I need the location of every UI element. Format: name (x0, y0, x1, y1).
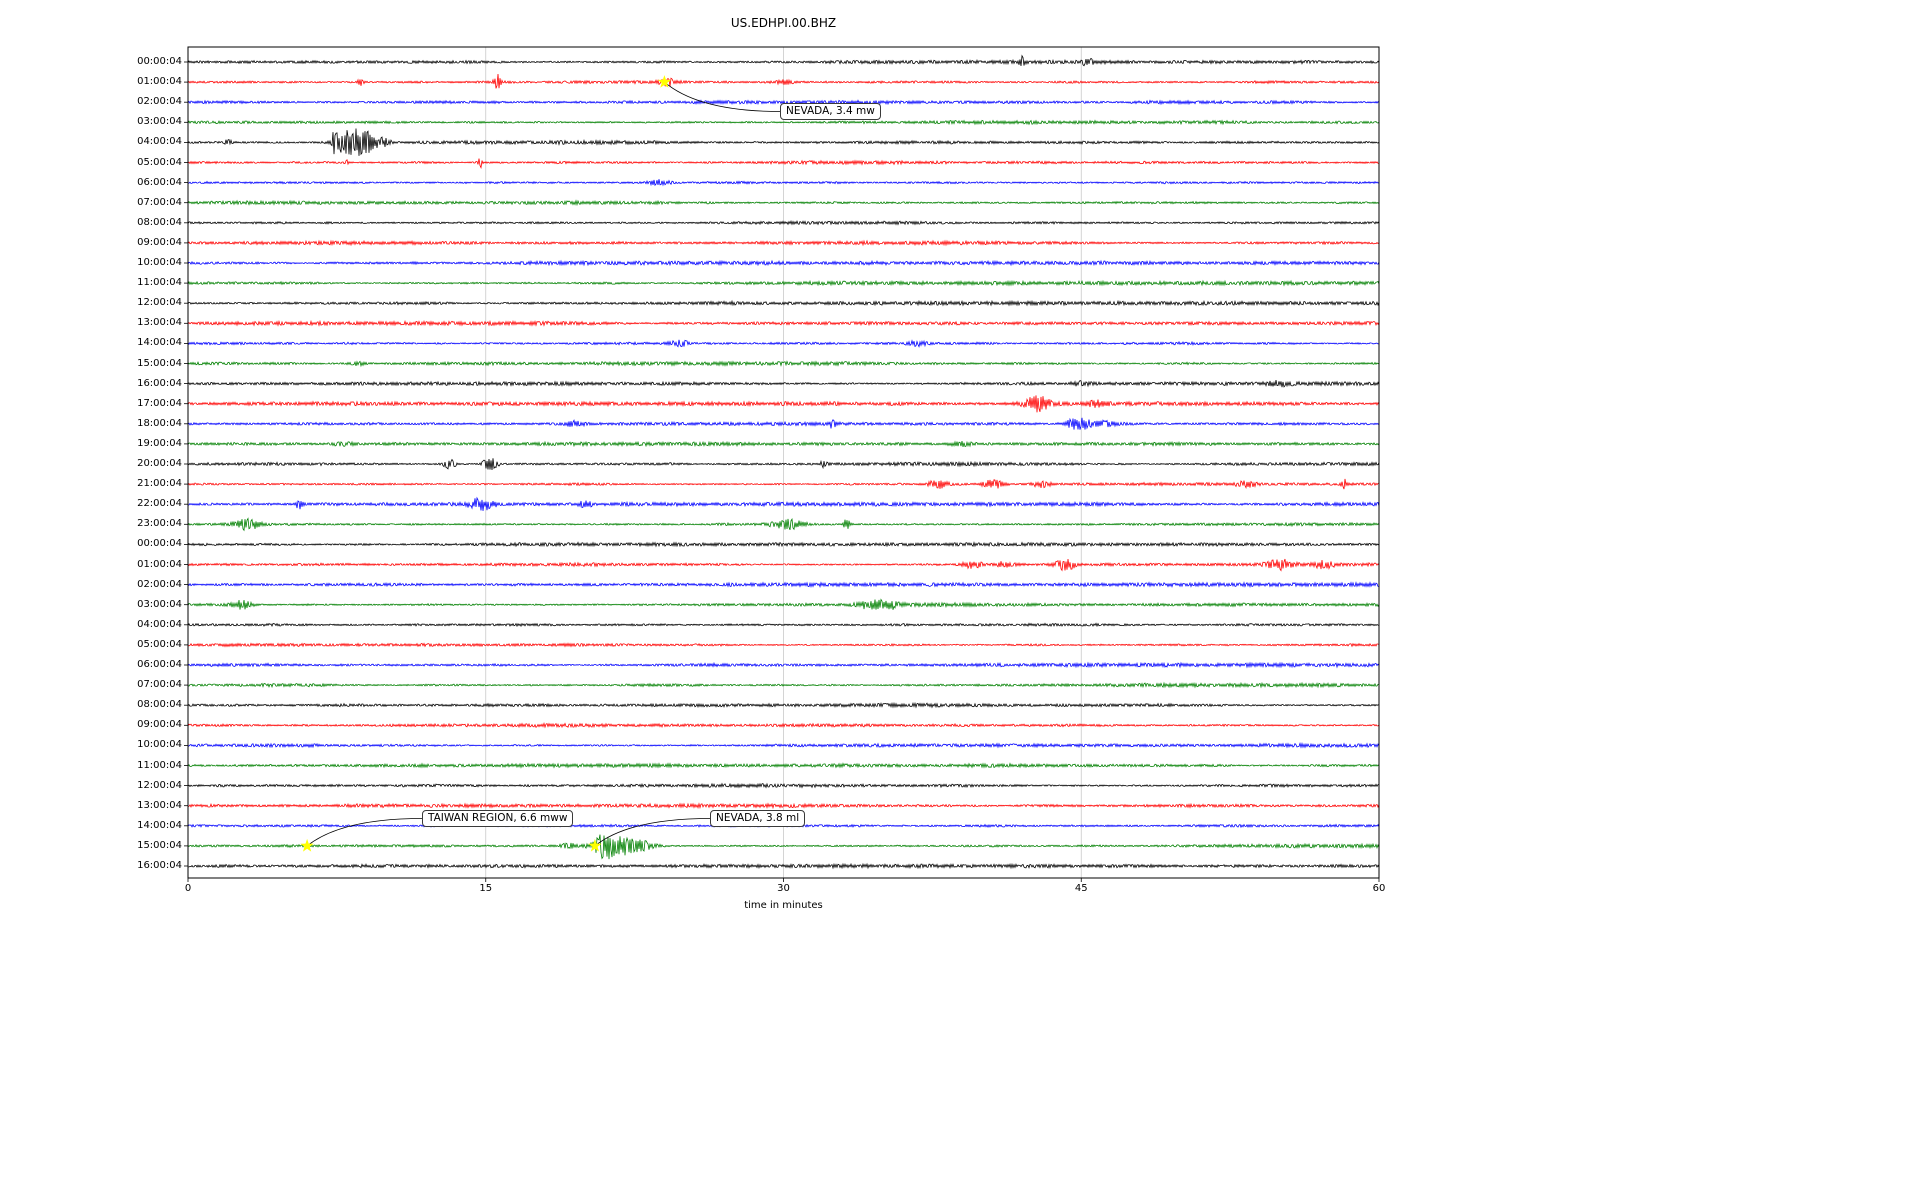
seismogram-trace-07-00-04-31 (187, 681, 1380, 689)
seismogram-trace-16-00-04-16 (187, 380, 1380, 388)
y-tick-label: 17:00:04 (137, 397, 182, 409)
seismogram-trace-13-00-04-13 (187, 319, 1380, 327)
seismogram-trace-00-00-04-24 (187, 541, 1380, 548)
y-tick-label: 00:00:04 (137, 538, 182, 550)
seismogram-trace-18-00-04-18 (187, 417, 1380, 430)
y-tick-label: 03:00:04 (137, 598, 182, 610)
y-tick-label: 14:00:04 (137, 337, 182, 349)
seismogram-trace-09-00-04-33 (187, 721, 1380, 729)
y-tick-label: 12:00:04 (137, 297, 182, 309)
event-star-icon (300, 838, 314, 852)
y-tick-label: 06:00:04 (137, 659, 182, 670)
y-tick-label: 11:00:04 (137, 759, 182, 771)
y-tick-label: 01:00:04 (137, 76, 182, 88)
seismogram-trace-11-00-04-35 (187, 762, 1380, 769)
seismogram-trace-12-00-04-12 (187, 299, 1380, 307)
seismogram-trace-02-00-04-26 (187, 581, 1379, 588)
annotation-label-nevada-3-8-ml: NEVADA, 3.8 ml (710, 810, 806, 827)
y-tick-label: 13:00:04 (137, 799, 182, 811)
y-tick-label: 09:00:04 (137, 236, 182, 248)
annotation-leader-line (664, 81, 781, 112)
x-tick-label: 30 (777, 883, 790, 894)
seismogram-trace-01-00-04-1 (187, 73, 1380, 89)
y-tick-label: 16:00:04 (137, 860, 182, 871)
seismogram-trace-08-00-04-32 (187, 701, 1380, 709)
seismogram-trace-15-00-04-15 (187, 360, 1380, 368)
y-tick-label: 01:00:04 (137, 558, 182, 570)
seismogram-trace-15-00-04-39 (187, 834, 1380, 860)
seismogram-trace-01-00-04-25 (187, 558, 1380, 572)
y-tick-label: 02:00:04 (137, 96, 182, 108)
y-tick-label: 03:00:04 (137, 116, 182, 128)
y-tick-label: 10:00:04 (137, 257, 182, 268)
y-tick-label: 14:00:04 (137, 819, 182, 831)
seismogram-trace-14-00-04-14 (187, 339, 1380, 348)
seismogram-trace-16-00-04-40 (187, 862, 1380, 870)
x-tick-label: 60 (1372, 883, 1386, 894)
seismogram-trace-12-00-04-36 (187, 782, 1379, 789)
y-tick-label: 05:00:04 (137, 156, 182, 168)
y-tick-label: 02:00:04 (137, 578, 182, 590)
y-tick-label: 19:00:04 (137, 437, 182, 449)
seismogram-trace-04-00-04-28 (187, 622, 1380, 628)
seismogram-trace-10-00-04-34 (187, 741, 1380, 749)
seismogram-trace-19-00-04-19 (187, 440, 1380, 448)
y-tick-label: 16:00:04 (137, 377, 182, 389)
y-tick-label: 00:00:04 (137, 56, 182, 67)
y-tick-label: 15:00:04 (137, 357, 182, 369)
y-tick-label: 09:00:04 (137, 719, 182, 731)
y-tick-label: 04:00:04 (137, 618, 182, 630)
x-axis-label: time in minutes (744, 900, 823, 911)
seismogram-trace-22-00-04-22 (187, 496, 1380, 511)
seismogram-trace-02-00-04-2 (187, 99, 1380, 106)
y-tick-label: 08:00:04 (137, 216, 182, 228)
seismogram-trace-11-00-04-11 (187, 279, 1380, 287)
y-tick-label: 20:00:04 (137, 458, 182, 469)
y-tick-label: 22:00:04 (137, 498, 182, 510)
y-tick-label: 13:00:04 (137, 317, 182, 329)
seismogram-trace-10-00-04-10 (187, 259, 1380, 267)
annotation-leader-line (594, 818, 711, 847)
y-tick-label: 07:00:04 (137, 679, 182, 691)
seismogram-trace-17-00-04-17 (187, 395, 1380, 413)
seismogram-trace-03-00-04-3 (187, 119, 1380, 126)
annotation-leader-line (306, 818, 423, 847)
y-tick-label: 15:00:04 (137, 839, 182, 851)
annotation-label-taiwan-region-6-6-mww: TAIWAN REGION, 6.6 mww (422, 810, 574, 827)
seismogram-trace-07-00-04-7 (187, 199, 1380, 207)
seismogram-trace-06-00-04-6 (187, 179, 1380, 187)
x-tick-label: 45 (1074, 883, 1088, 894)
x-tick-label: 15 (479, 883, 493, 894)
y-tick-label: 04:00:04 (137, 136, 182, 148)
seismogram-trace-05-00-04-29 (187, 642, 1380, 648)
event-star-icon (657, 75, 672, 88)
y-tick-label: 18:00:04 (137, 417, 182, 429)
y-tick-label: 05:00:04 (137, 638, 182, 650)
seismogram-trace-23-00-04-23 (187, 517, 1380, 532)
seismogram-trace-13-00-04-37 (187, 802, 1380, 810)
y-tick-label: 10:00:04 (137, 739, 182, 751)
y-tick-label: 21:00:04 (137, 478, 182, 490)
seismogram-trace-09-00-04-9 (187, 239, 1380, 247)
seismogram-trace-21-00-04-21 (187, 478, 1380, 490)
y-tick-label: 11:00:04 (137, 277, 182, 289)
y-tick-label: 07:00:04 (137, 196, 182, 208)
seismogram-trace-08-00-04-8 (187, 220, 1380, 226)
seismogram-trace-03-00-04-27 (187, 598, 1380, 610)
seismogram-trace-20-00-04-20 (187, 458, 1380, 471)
seismogram-trace-04-00-04-4 (187, 128, 1380, 156)
seismogram-trace-05-00-04-5 (187, 158, 1380, 169)
y-tick-label: 06:00:04 (137, 176, 182, 188)
plot-title: US.EDHPI.00.BHZ (730, 16, 837, 30)
seismogram-trace-00-00-04-0 (187, 54, 1380, 67)
y-tick-label: 08:00:04 (137, 699, 182, 711)
y-tick-label: 12:00:04 (137, 779, 182, 791)
y-tick-label: 23:00:04 (137, 518, 182, 530)
x-tick-label: 0 (184, 883, 192, 894)
annotation-label-nevada-3-4-mw: NEVADA, 3.4 mw (780, 103, 881, 120)
event-star-icon (588, 838, 602, 852)
seismogram-trace-06-00-04-30 (187, 661, 1380, 669)
